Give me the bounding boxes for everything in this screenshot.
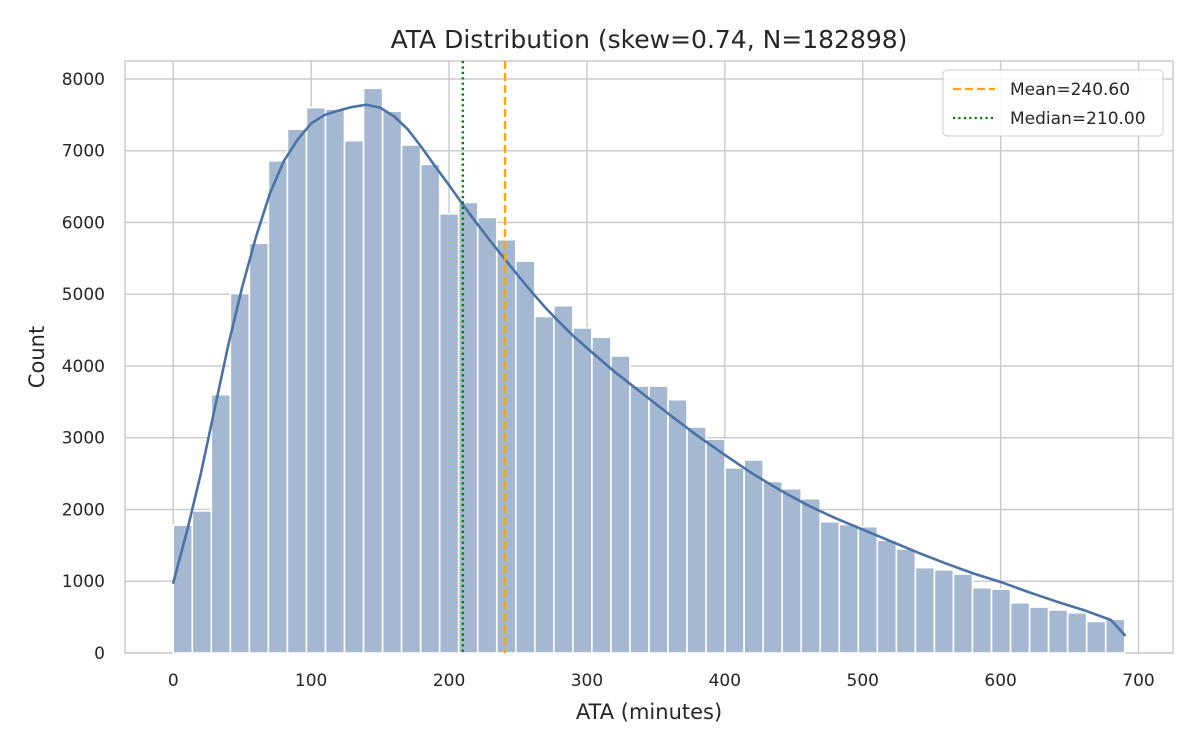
histogram-bar — [343, 139, 365, 654]
histogram-bar — [800, 497, 822, 654]
histogram-bar — [267, 159, 289, 654]
y-tick-label: 3000 — [62, 429, 105, 449]
legend-mean-label: Mean=240.60 — [1010, 80, 1130, 100]
x-tick-label: 700 — [1122, 671, 1154, 691]
histogram-bar — [971, 586, 993, 654]
histogram-bar — [572, 327, 593, 654]
legend: Mean=240.60 Median=210.00 — [942, 69, 1164, 137]
y-tick-label: 5000 — [62, 285, 105, 305]
histogram-bar — [686, 426, 707, 654]
y-tick-label: 2000 — [62, 500, 105, 520]
x-tick-label: 100 — [295, 671, 327, 691]
histogram-bar — [1066, 612, 1088, 654]
histogram-bar — [457, 201, 479, 654]
histogram-bar — [534, 315, 555, 654]
histogram-bar — [1028, 606, 1050, 654]
y-tick-labels: 0 1000 2000 3000 4000 5000 6000 7000 8000 — [62, 70, 105, 664]
histogram-bar — [305, 106, 327, 654]
x-tick-label: 0 — [168, 671, 179, 691]
x-tick-label: 300 — [571, 671, 603, 691]
chart-title: ATA Distribution (skew=0.74, N=182898) — [391, 25, 908, 54]
histogram-bar — [838, 523, 860, 654]
kde-curve — [171, 103, 1127, 637]
histogram-bar — [857, 525, 879, 654]
x-tick-label: 500 — [847, 671, 879, 691]
y-tick-label: 7000 — [62, 142, 105, 162]
histogram-bar — [438, 213, 460, 654]
legend-box — [942, 69, 1164, 137]
histogram-bar — [476, 216, 498, 654]
y-tick-label: 4000 — [62, 357, 105, 377]
histogram-bar — [248, 242, 270, 654]
y-axis-label: Count — [25, 326, 49, 388]
histogram-bar — [610, 355, 631, 654]
histogram-bar — [952, 573, 974, 654]
histogram-bar — [648, 385, 669, 654]
y-tick-label: 0 — [94, 644, 105, 664]
histogram-bar — [495, 238, 517, 654]
histogram-bar — [191, 510, 213, 654]
histogram-bar — [724, 467, 745, 654]
histogram-bar — [629, 385, 650, 654]
histogram-bar — [419, 163, 441, 654]
y-tick-label: 8000 — [62, 70, 105, 90]
histogram-bar — [990, 588, 1012, 654]
histogram-bar — [743, 459, 764, 654]
histogram-bar — [933, 568, 955, 654]
histogram-bar — [514, 260, 536, 654]
kde-curve-group — [171, 103, 1127, 637]
reference-lines — [461, 61, 507, 653]
x-tick-label: 600 — [984, 671, 1016, 691]
histogram-bar — [781, 487, 803, 654]
histogram-bar — [381, 110, 403, 654]
histogram-bar — [324, 108, 346, 654]
x-tick-labels: 0 100 200 300 400 500 600 700 — [168, 671, 1155, 691]
histogram-bar — [914, 566, 936, 654]
histogram-bar — [876, 539, 898, 654]
histogram-bar — [400, 144, 422, 654]
histogram-bar — [591, 336, 612, 654]
histogram-bar — [819, 520, 841, 654]
histogram-bar — [229, 292, 251, 654]
histogram-bar — [1047, 609, 1069, 654]
x-axis-label: ATA (minutes) — [576, 700, 722, 724]
histogram-bar — [1009, 601, 1031, 654]
x-tick-label: 200 — [433, 671, 465, 691]
y-tick-label: 1000 — [62, 572, 105, 592]
x-tick-label: 400 — [709, 671, 741, 691]
histogram-bar — [1085, 620, 1107, 654]
histogram-bar — [362, 87, 384, 654]
histogram-bar — [210, 393, 232, 654]
legend-median-label: Median=210.00 — [1010, 109, 1146, 129]
histogram-bar — [667, 398, 688, 654]
histogram-bar — [762, 480, 784, 654]
histogram-bar — [895, 548, 917, 654]
histogram-bar — [553, 304, 574, 654]
histogram-bar — [286, 128, 308, 654]
y-tick-label: 6000 — [62, 213, 105, 233]
histogram-bar — [705, 438, 726, 654]
